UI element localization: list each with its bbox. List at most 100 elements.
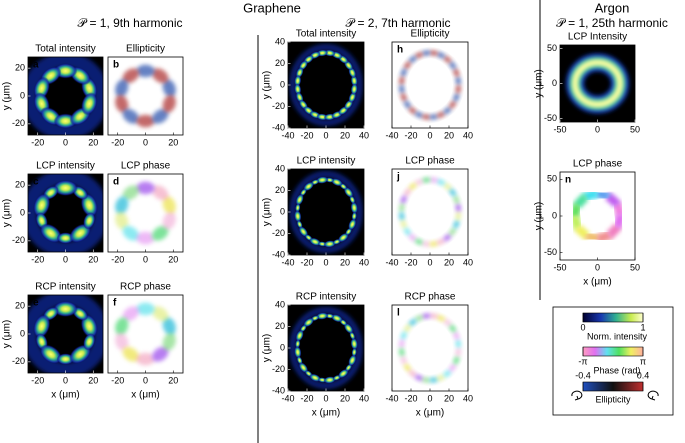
lobe <box>162 332 176 351</box>
y-axis-label: y (μm) <box>262 71 273 100</box>
lobe <box>414 238 424 245</box>
lobe <box>414 179 424 186</box>
lobe <box>403 227 411 236</box>
arrow-icon <box>571 390 583 401</box>
lobe <box>453 220 460 229</box>
panel-image <box>108 57 183 135</box>
y-tick-label: 0 <box>20 207 25 217</box>
panel-title: LCP intensity <box>36 161 95 172</box>
lobe <box>436 238 446 245</box>
panel-title: LCP phase <box>405 156 455 167</box>
y-tick-label: -20 <box>12 235 25 245</box>
panel-image <box>560 45 635 122</box>
lobe <box>455 76 462 86</box>
lobe <box>53 179 78 196</box>
panel-title: Ellipticity <box>126 44 165 55</box>
lobe <box>81 92 98 116</box>
lobe <box>33 314 51 339</box>
lobe <box>152 185 169 201</box>
x-tick-label: -40 <box>385 257 398 267</box>
y-tick-label: -40 <box>272 385 285 395</box>
y-axis-label: y (μm) <box>534 69 545 98</box>
panel-letter: l <box>397 308 400 319</box>
lobe <box>162 94 176 113</box>
x-tick-label: 0 <box>143 375 148 385</box>
colorbar-tick-label: -0.4 <box>575 370 591 380</box>
y-tick-label: 40 <box>275 299 285 309</box>
lobe <box>453 195 460 204</box>
panel-letter: i <box>293 172 296 183</box>
lobe <box>453 356 460 365</box>
colorbar-tick-label: π <box>640 356 646 366</box>
panel-title: RCP phase <box>405 292 456 303</box>
x-tick-label: -20 <box>404 393 417 403</box>
ring-segment <box>584 230 600 243</box>
lobe <box>449 100 457 109</box>
lobe <box>162 211 176 230</box>
x-axis-label: x (μm) <box>51 390 80 401</box>
lobe <box>303 317 314 328</box>
y-tick-label: -20 <box>272 364 285 374</box>
lobe <box>398 347 405 357</box>
x-tick-label: -50 <box>553 124 566 134</box>
lobe <box>122 185 139 201</box>
x-tick-label: 20 <box>88 137 98 147</box>
halo <box>289 170 363 254</box>
lobe <box>408 107 417 115</box>
lobe <box>443 107 452 115</box>
x-tick-label: 0 <box>143 254 148 264</box>
x-tick-label: 40 <box>359 257 369 267</box>
y-tick-label: -20 <box>272 101 285 111</box>
x-tick-label: 20 <box>340 130 350 140</box>
lobe <box>136 181 155 195</box>
x-tick-label: -50 <box>553 262 566 272</box>
x-tick-label: 40 <box>463 257 473 267</box>
y-tick-label: 40 <box>275 36 285 46</box>
lobe <box>398 203 405 213</box>
panel-title: Total intensity <box>296 29 357 40</box>
y-tick-label: 0 <box>280 206 285 216</box>
lobe <box>414 315 424 322</box>
lobe <box>421 50 431 56</box>
lobe <box>39 223 62 244</box>
lobe <box>295 203 301 213</box>
lobe <box>338 232 349 243</box>
panel-title: LCP Intensity <box>568 32 627 43</box>
lobe <box>429 313 439 319</box>
lobe <box>449 227 457 236</box>
lobe <box>455 84 462 94</box>
lobe <box>316 312 329 320</box>
lobe <box>436 374 446 381</box>
lobe <box>294 210 302 223</box>
lobe <box>316 176 329 184</box>
panel-image <box>108 295 183 373</box>
panel-letter: k <box>293 308 299 319</box>
lobe <box>455 211 462 221</box>
y-tick-label: 20 <box>15 180 25 190</box>
y-tick-label: -20 <box>12 356 25 366</box>
lobe <box>403 363 411 372</box>
y-axis-label: y (μm) <box>262 334 273 363</box>
lobe <box>400 356 407 365</box>
lobe <box>421 114 431 120</box>
legend-box <box>552 306 674 416</box>
panel-letter: j <box>396 172 400 183</box>
lobe <box>136 302 155 316</box>
lobe <box>295 339 301 349</box>
lobe <box>443 370 452 378</box>
lobe <box>152 225 169 241</box>
lobe <box>449 61 457 70</box>
lobe <box>294 74 302 87</box>
lobe <box>298 362 309 373</box>
x-tick-label: 0 <box>595 124 600 134</box>
x-tick-label: -20 <box>111 375 124 385</box>
lobe <box>403 188 411 197</box>
panel-image <box>560 172 635 260</box>
x-tick-label: 0 <box>427 393 432 403</box>
lobe <box>403 324 411 333</box>
lobe <box>162 196 176 215</box>
panel-letter: d <box>113 177 119 188</box>
x-tick-label: 40 <box>463 393 473 403</box>
y-tick-label: -20 <box>12 118 25 128</box>
lobe <box>83 212 96 230</box>
